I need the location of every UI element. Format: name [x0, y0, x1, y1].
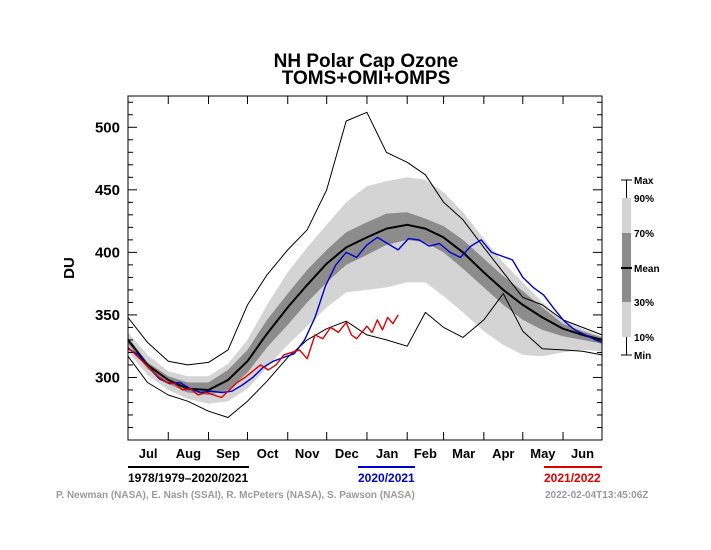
plot-area: 300 350 400 450 500 Jul Aug Sep Oct Nov Dec Jan Feb…	[95, 95, 603, 461]
timestamp-text: 2022-02-04T13:45:06Z	[545, 490, 648, 501]
x-tick-label: Mar	[452, 446, 475, 461]
mean-line	[127, 223, 603, 391]
chart-title: NH Polar Cap Ozone	[274, 51, 459, 72]
credit-text: P. Newman (NASA), E. Nash (SSAI), R. McP…	[56, 490, 415, 501]
y-tick-label: 400	[95, 244, 120, 261]
percentile-bands	[128, 177, 602, 404]
key-label: 90%	[634, 194, 654, 205]
x-tick-label: Jun	[571, 446, 594, 461]
y-tick-label: 300	[95, 369, 120, 386]
x-tick-label: Oct	[257, 446, 279, 461]
band-30-70	[128, 212, 602, 395]
min-line	[127, 293, 603, 418]
series-2021-2022-line	[127, 314, 399, 399]
series-2020-2021-line	[127, 236, 603, 394]
plot-frame	[127, 95, 603, 441]
key-label: 70%	[634, 229, 654, 240]
key-label: Min	[634, 351, 651, 362]
key-label: 30%	[634, 298, 654, 309]
y-tick-label: 450	[95, 182, 120, 199]
data-lines	[127, 111, 603, 418]
x-tick-label: Jan	[376, 446, 398, 461]
y-axis-title: DU	[61, 257, 78, 279]
legend-label-2020-2021: 2020/2021	[358, 471, 415, 485]
band-10-90	[128, 177, 602, 404]
x-tick-label: Feb	[414, 446, 437, 461]
legend-label-climatology: 1978/1979–2020/2021	[128, 471, 248, 485]
legend-label-2021-2022: 2021/2022	[544, 471, 601, 485]
x-tick-label: Sep	[216, 446, 240, 461]
y-tick-label: 350	[95, 307, 120, 324]
key-label: Mean	[634, 264, 660, 275]
x-tick-label: Jul	[139, 446, 158, 461]
key-label: 10%	[634, 333, 654, 344]
x-axis: Jul Aug Sep Oct Nov Dec Jan Feb Mar Apr May Jun	[127, 96, 603, 461]
x-tick-label: Nov	[295, 446, 320, 461]
x-tick-label: Aug	[176, 446, 201, 461]
y-axis: 300 350 400 450 500	[95, 101, 602, 428]
x-tick-label: Apr	[492, 446, 514, 461]
x-tick-label: May	[530, 446, 556, 461]
x-tick-label: Dec	[335, 446, 359, 461]
y-tick-label: 500	[95, 119, 120, 136]
legend: 1978/1979–2020/2021 2020/2021 2021/2022	[128, 466, 602, 485]
key-label: Max	[634, 176, 654, 187]
chart-subtitle: TOMS+OMI+OMPS	[282, 68, 451, 89]
max-line	[127, 111, 603, 366]
percentile-key: Max 90% 70% Mean 30% 10% Min	[621, 176, 660, 362]
